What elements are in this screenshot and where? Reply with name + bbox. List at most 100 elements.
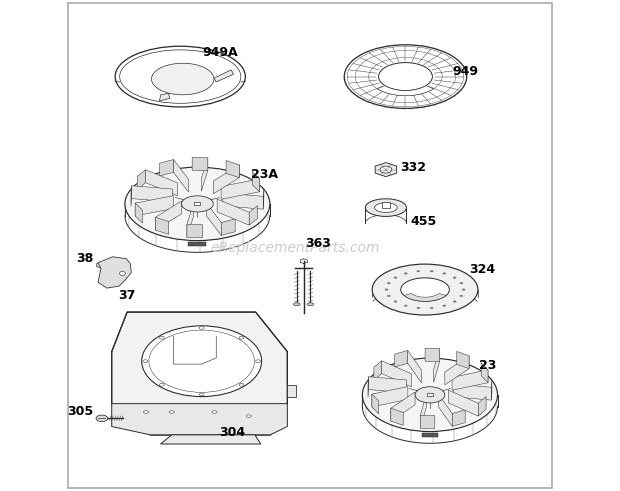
Bar [195, 202, 200, 205]
Polygon shape [395, 351, 408, 367]
Polygon shape [375, 163, 397, 177]
Ellipse shape [404, 305, 407, 306]
Polygon shape [223, 193, 264, 209]
Ellipse shape [307, 303, 314, 306]
Polygon shape [391, 392, 415, 421]
Polygon shape [252, 172, 260, 192]
Ellipse shape [120, 272, 125, 275]
Polygon shape [156, 218, 169, 234]
Polygon shape [135, 203, 143, 223]
Ellipse shape [212, 410, 217, 413]
Polygon shape [206, 203, 221, 235]
Ellipse shape [374, 203, 397, 213]
Polygon shape [378, 85, 433, 96]
Polygon shape [135, 195, 174, 216]
Ellipse shape [255, 360, 260, 363]
Polygon shape [404, 294, 446, 301]
Polygon shape [221, 179, 260, 199]
Polygon shape [368, 377, 407, 393]
Ellipse shape [443, 305, 446, 306]
Polygon shape [445, 355, 469, 385]
Polygon shape [214, 70, 234, 82]
Text: 305: 305 [68, 406, 94, 418]
Ellipse shape [96, 415, 108, 422]
Polygon shape [202, 158, 208, 191]
Ellipse shape [417, 271, 420, 272]
Polygon shape [192, 157, 208, 170]
Ellipse shape [453, 277, 456, 278]
Polygon shape [372, 386, 408, 407]
Bar [427, 393, 433, 396]
Ellipse shape [159, 336, 164, 339]
Text: 37: 37 [118, 289, 135, 302]
Text: 332: 332 [401, 161, 427, 174]
Polygon shape [420, 415, 435, 429]
Polygon shape [448, 390, 478, 416]
Ellipse shape [239, 336, 244, 339]
Ellipse shape [388, 282, 390, 284]
Text: 23: 23 [479, 359, 496, 372]
Polygon shape [433, 349, 440, 382]
Polygon shape [374, 361, 382, 381]
Ellipse shape [143, 360, 148, 363]
Ellipse shape [394, 277, 397, 278]
Polygon shape [213, 165, 239, 194]
Ellipse shape [430, 271, 433, 272]
Polygon shape [98, 257, 131, 288]
Polygon shape [146, 170, 178, 196]
Text: 455: 455 [410, 215, 436, 227]
Polygon shape [408, 351, 422, 383]
Ellipse shape [379, 62, 432, 90]
Ellipse shape [453, 301, 456, 302]
Ellipse shape [365, 199, 407, 217]
Bar [381, 202, 390, 209]
Ellipse shape [143, 410, 149, 413]
Bar [188, 242, 206, 246]
Text: 363: 363 [305, 237, 331, 249]
Bar [422, 433, 438, 437]
Polygon shape [425, 348, 440, 361]
Ellipse shape [372, 264, 478, 315]
Polygon shape [112, 404, 287, 435]
Ellipse shape [239, 383, 244, 386]
Polygon shape [97, 262, 105, 268]
Polygon shape [137, 170, 146, 190]
Polygon shape [156, 201, 182, 230]
Ellipse shape [199, 393, 204, 396]
Text: 38: 38 [76, 252, 93, 265]
Ellipse shape [380, 166, 392, 173]
Polygon shape [161, 435, 261, 444]
Polygon shape [249, 206, 257, 225]
Polygon shape [438, 394, 452, 426]
Text: 304: 304 [219, 426, 246, 439]
Polygon shape [478, 397, 486, 416]
Text: eReplacementParts.com: eReplacementParts.com [211, 241, 380, 255]
Ellipse shape [246, 415, 251, 417]
Ellipse shape [182, 196, 213, 212]
Ellipse shape [460, 295, 463, 297]
Polygon shape [457, 352, 469, 369]
Polygon shape [187, 204, 193, 237]
Ellipse shape [404, 273, 407, 274]
Ellipse shape [199, 327, 204, 329]
Polygon shape [174, 160, 188, 192]
Ellipse shape [142, 326, 262, 397]
Polygon shape [452, 370, 488, 390]
Ellipse shape [293, 303, 300, 306]
Ellipse shape [443, 273, 446, 274]
Polygon shape [187, 224, 203, 238]
Polygon shape [287, 385, 296, 397]
Polygon shape [131, 186, 172, 202]
Ellipse shape [401, 278, 450, 301]
Polygon shape [221, 219, 235, 235]
Ellipse shape [159, 383, 164, 386]
Ellipse shape [169, 410, 174, 413]
Ellipse shape [415, 387, 445, 403]
Ellipse shape [125, 167, 270, 241]
Polygon shape [226, 161, 239, 178]
Polygon shape [382, 361, 412, 387]
Text: 949A: 949A [202, 46, 238, 58]
Polygon shape [452, 410, 465, 426]
Polygon shape [481, 363, 488, 382]
Polygon shape [159, 93, 170, 101]
